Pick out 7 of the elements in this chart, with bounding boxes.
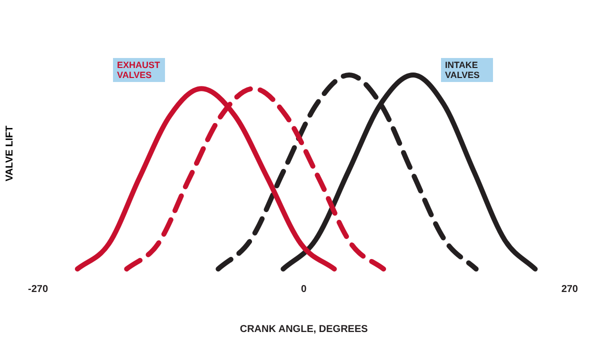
x-axis-title: CRANK ANGLE, DEGREES	[240, 324, 368, 335]
annotation: EXHAUST VALVES	[113, 58, 165, 82]
x-tick-label: 270	[561, 284, 578, 295]
annotation: INTAKE VALVES	[441, 58, 493, 82]
x-tick-label: 0	[301, 284, 308, 295]
x-tick-label: -270	[28, 284, 48, 295]
y-axis-title: VALVE LIFT	[4, 124, 16, 184]
